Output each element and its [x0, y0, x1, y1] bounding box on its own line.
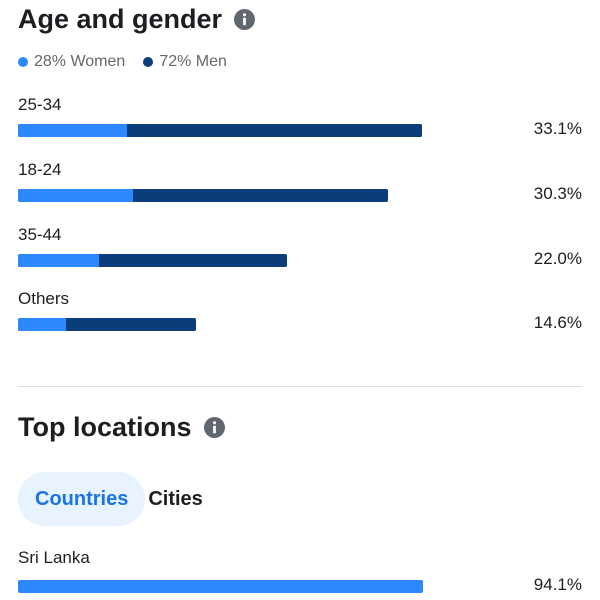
age-bar: [18, 189, 389, 202]
age-row-others: Others 14.6%: [18, 289, 582, 339]
age-bar: [18, 124, 423, 137]
age-row-25-34: 25-34 33.1%: [18, 95, 582, 145]
tab-countries[interactable]: Countries: [18, 472, 146, 526]
location-percent: 94.1%: [533, 575, 582, 594]
age-row-18-24: 18-24 30.3%: [18, 160, 582, 210]
location-label: Sri Lanka: [18, 548, 90, 567]
age-bar-men-segment: [66, 318, 197, 331]
age-label: 18-24: [18, 160, 62, 179]
age-percent: 33.1%: [533, 119, 582, 138]
legend-women-label: 28% Women: [34, 53, 126, 70]
age-bar-women-segment: [18, 189, 133, 202]
section-divider: [18, 386, 582, 387]
age-bar: [18, 254, 287, 267]
age-bar: [18, 318, 197, 331]
age-bar-men-segment: [132, 189, 389, 202]
age-row-35-44: 35-44 22.0%: [18, 225, 582, 275]
age-bar-track: [18, 254, 424, 267]
age-bar-track: [18, 124, 424, 137]
legend-men-label: 72% Men: [159, 53, 227, 70]
age-bar-women-segment: [18, 254, 99, 267]
top-locations-title: Top locations: [18, 412, 225, 443]
age-gender-title-text: Age and gender: [18, 4, 223, 34]
age-label: 35-44: [18, 225, 62, 244]
men-dot-icon: [143, 57, 154, 67]
age-bar-men-segment: [127, 124, 423, 137]
age-label: Others: [18, 289, 70, 308]
location-row-sri-lanka: Sri Lanka 94.1%: [18, 548, 582, 598]
gender-legend: 28% Women 72% Men: [18, 53, 227, 71]
age-label: 25-34: [18, 95, 62, 114]
legend-men: 72% Men: [143, 53, 227, 71]
legend-women: 28% Women: [18, 53, 125, 71]
women-dot-icon: [18, 57, 28, 67]
age-bar-track: [18, 318, 424, 331]
age-percent: 30.3%: [533, 184, 582, 203]
info-icon[interactable]: [234, 9, 256, 30]
location-bar: [18, 580, 423, 593]
age-bar-women-segment: [18, 124, 128, 137]
info-icon[interactable]: [203, 417, 225, 438]
age-gender-title: Age and gender: [18, 4, 256, 35]
age-bar-women-segment: [18, 318, 67, 331]
age-percent: 22.0%: [533, 249, 582, 268]
top-locations-title-text: Top locations: [18, 412, 192, 442]
age-percent: 14.6%: [533, 313, 582, 332]
age-bar-track: [18, 189, 424, 202]
tab-cities[interactable]: Cities: [148, 487, 203, 510]
age-bar-men-segment: [98, 254, 287, 267]
location-tabs: Countries Cities: [18, 472, 209, 526]
